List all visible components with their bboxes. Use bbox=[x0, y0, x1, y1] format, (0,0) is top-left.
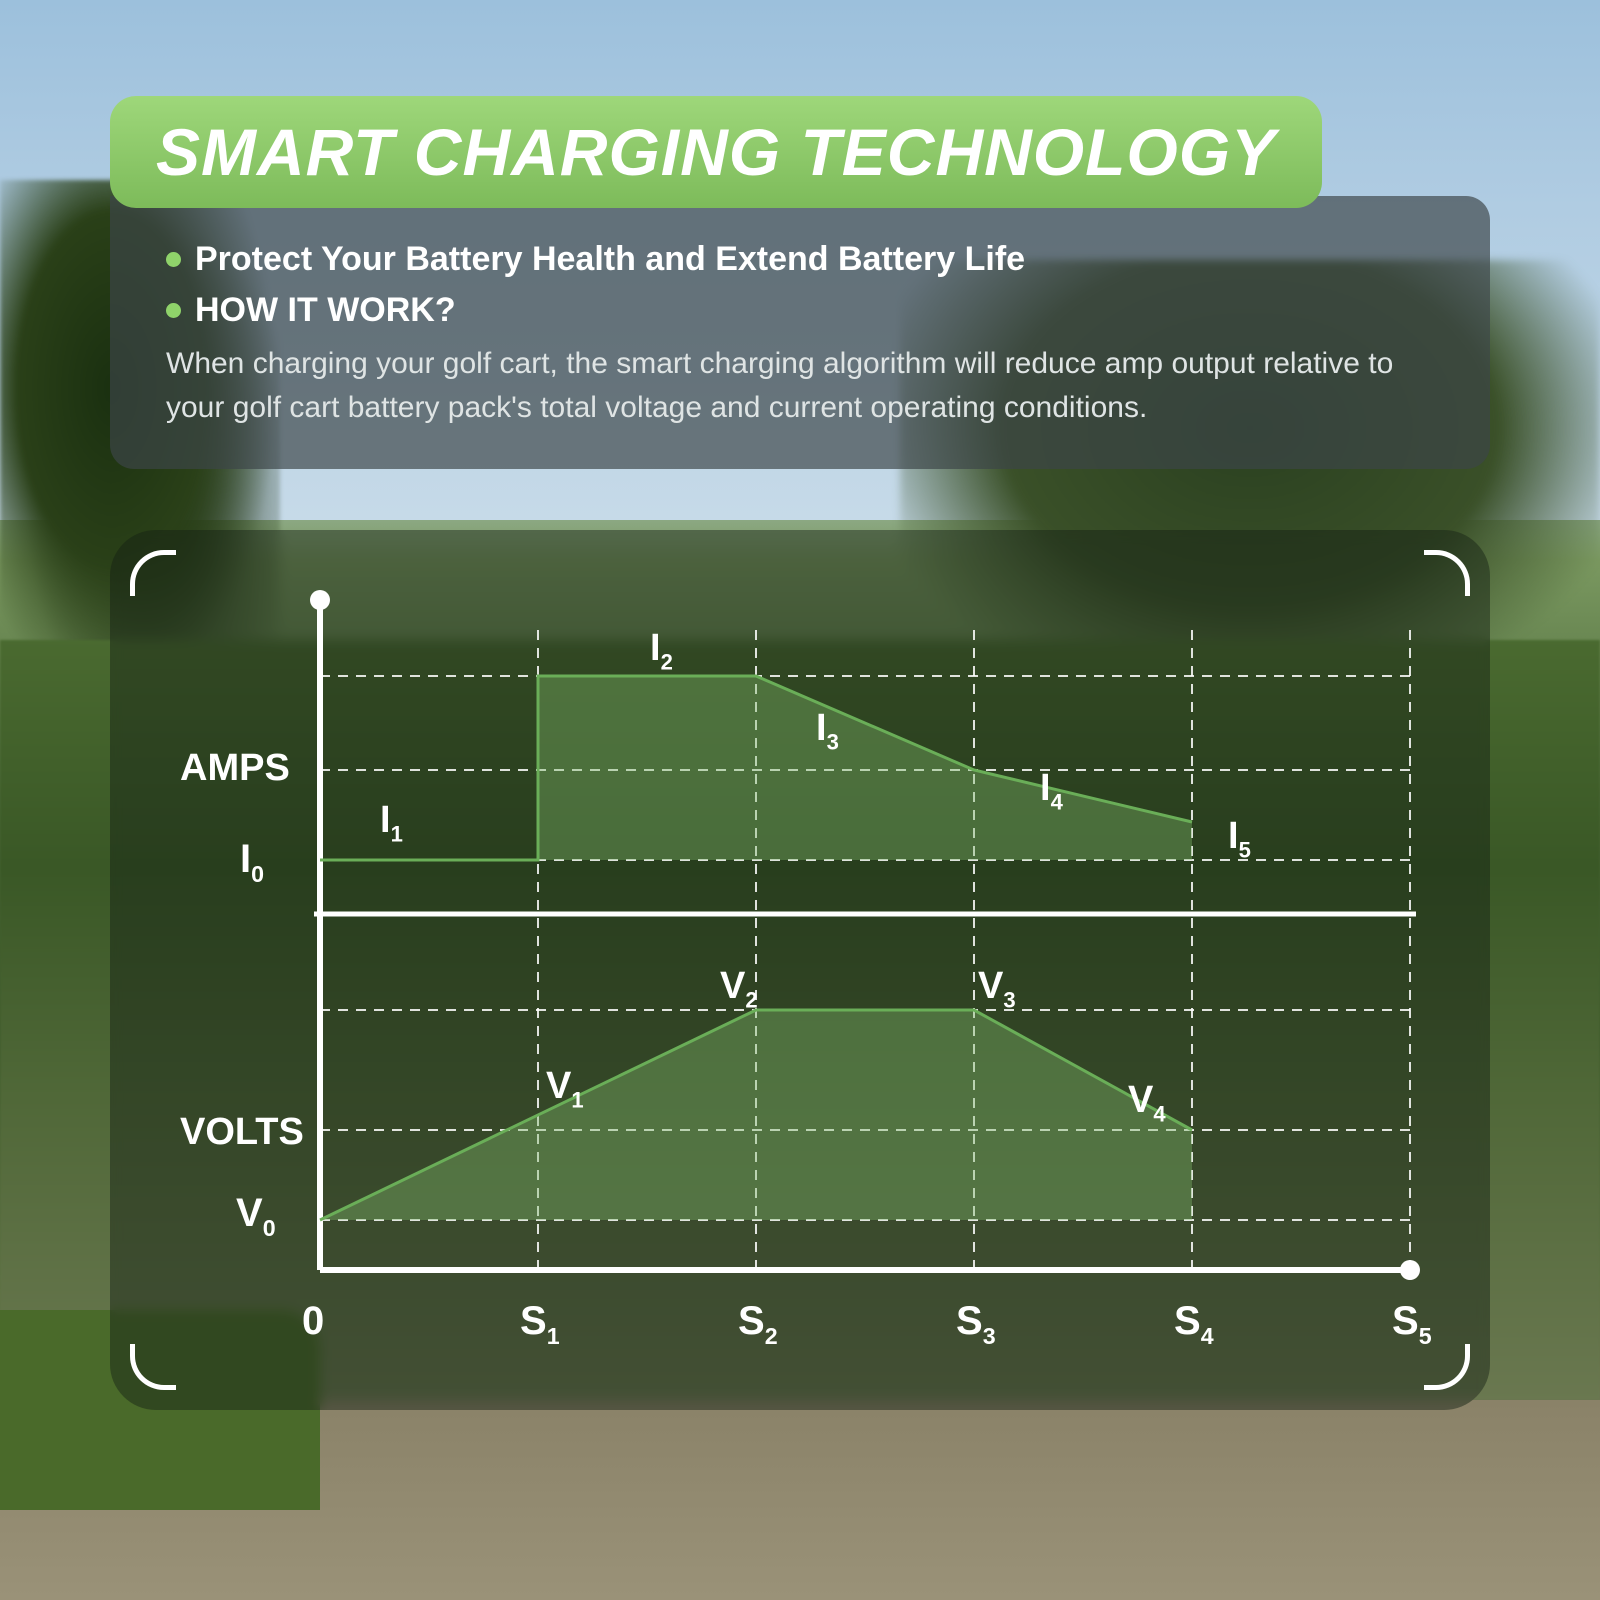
corner-bracket-icon bbox=[130, 550, 176, 596]
svg-text:V1: V1 bbox=[546, 1065, 584, 1113]
bullet-text: Protect Your Battery Health and Extend B… bbox=[195, 240, 1025, 279]
description-text: When charging your golf cart, the smart … bbox=[166, 342, 1442, 429]
bullet-item: HOW IT WORK? bbox=[166, 291, 1442, 330]
charging-chart: AMPSVOLTSI0V0I1I2I3I4I5V1V2V3V40S1S2S3S4… bbox=[180, 580, 1440, 1360]
svg-text:I5: I5 bbox=[1228, 815, 1251, 863]
svg-text:S1: S1 bbox=[520, 1299, 560, 1349]
page-title: SMART CHARGING TECHNOLOGY bbox=[110, 96, 1322, 208]
corner-bracket-icon bbox=[130, 1344, 176, 1390]
svg-text:S5: S5 bbox=[1392, 1299, 1432, 1349]
chart-area: AMPSVOLTSI0V0I1I2I3I4I5V1V2V3V40S1S2S3S4… bbox=[180, 580, 1440, 1360]
svg-text:I4: I4 bbox=[1040, 767, 1064, 815]
svg-text:0: 0 bbox=[302, 1299, 324, 1343]
svg-text:V2: V2 bbox=[720, 965, 758, 1013]
svg-text:VOLTS: VOLTS bbox=[180, 1111, 304, 1153]
svg-text:V3: V3 bbox=[978, 965, 1016, 1013]
header: SMART CHARGING TECHNOLOGY Protect Your B… bbox=[110, 96, 1490, 469]
bullet-dot-icon bbox=[166, 252, 181, 267]
svg-text:AMPS: AMPS bbox=[180, 747, 290, 789]
bullet-text: HOW IT WORK? bbox=[195, 291, 456, 330]
svg-text:S3: S3 bbox=[956, 1299, 996, 1349]
bullet-dot-icon bbox=[166, 303, 181, 318]
svg-text:S2: S2 bbox=[738, 1299, 778, 1349]
bullet-item: Protect Your Battery Health and Extend B… bbox=[166, 240, 1442, 279]
svg-text:S4: S4 bbox=[1174, 1299, 1214, 1349]
svg-text:I2: I2 bbox=[650, 627, 673, 675]
svg-text:I0: I0 bbox=[240, 837, 264, 887]
description-box: Protect Your Battery Health and Extend B… bbox=[110, 196, 1490, 469]
svg-text:I1: I1 bbox=[380, 799, 403, 847]
chart-card: AMPSVOLTSI0V0I1I2I3I4I5V1V2V3V40S1S2S3S4… bbox=[110, 530, 1490, 1410]
svg-text:V4: V4 bbox=[1128, 1079, 1166, 1127]
svg-text:V0: V0 bbox=[236, 1191, 276, 1241]
